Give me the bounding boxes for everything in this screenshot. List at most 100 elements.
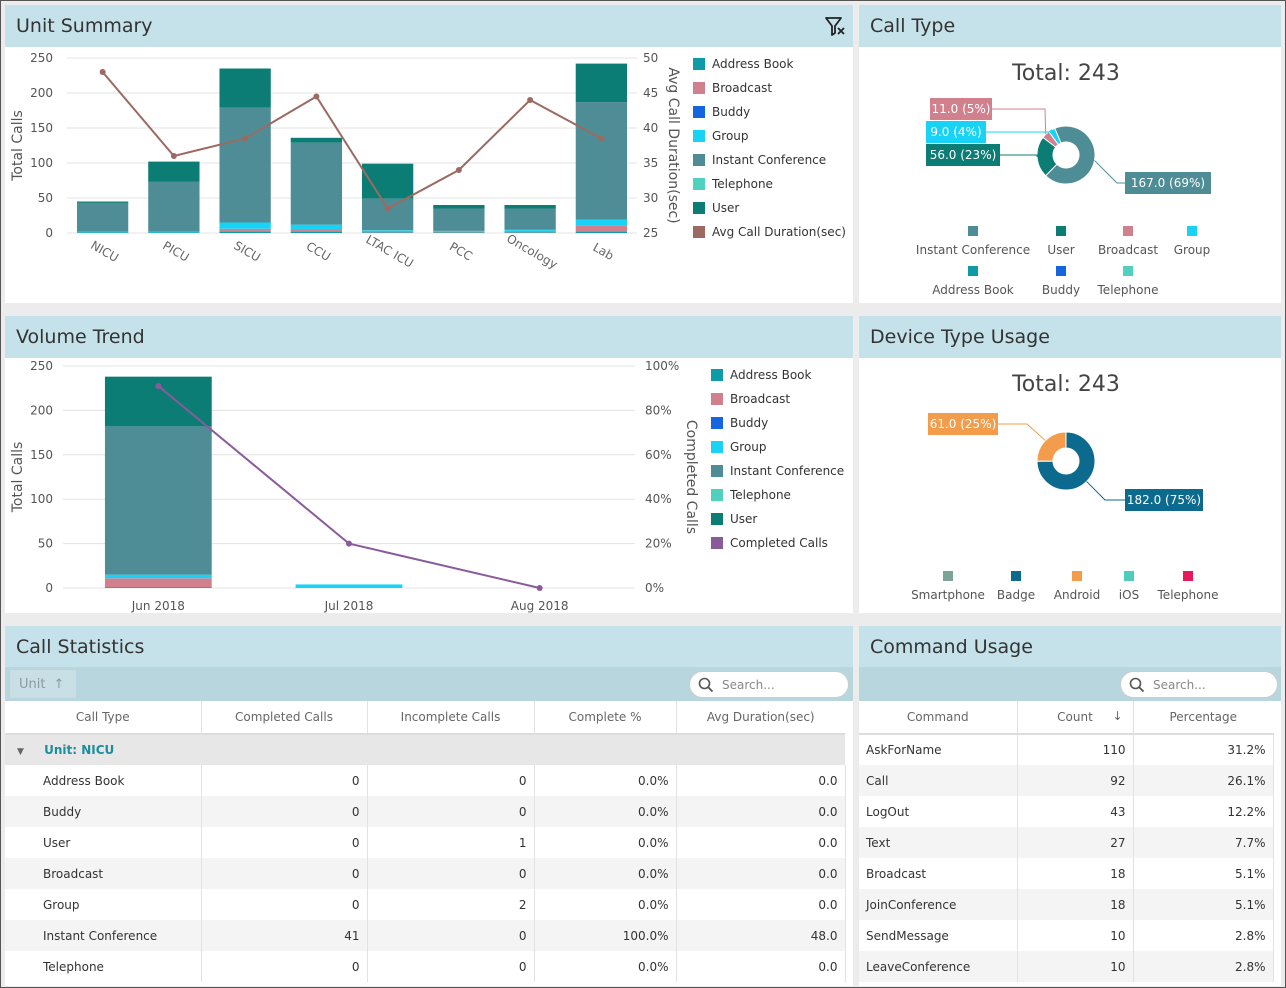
column-header[interactable]: Incomplete Calls [367,701,535,735]
bar-segment-address-book[interactable] [148,232,200,233]
line-point[interactable] [346,540,352,547]
line-point[interactable] [455,167,462,173]
bar-segment-group[interactable] [504,229,556,231]
bar-segment-instant-conference[interactable] [76,202,129,232]
line-point[interactable] [527,97,534,103]
bar-segment-group[interactable] [219,222,271,229]
bar-segment-instant-conference[interactable] [104,426,212,575]
legend-swatch[interactable] [1123,266,1133,276]
legend-label[interactable]: iOS [1119,588,1139,602]
legend-item[interactable]: Telephone [693,177,773,191]
bar-segment-broadcast[interactable] [504,230,556,233]
bar-segment-user[interactable] [433,205,485,209]
bar-segment-user[interactable] [148,161,200,182]
table-row[interactable]: Call 92 26.1% [859,765,1274,796]
line-point[interactable] [536,585,543,591]
legend-label[interactable]: Telephone [1157,588,1219,602]
legend-swatch[interactable] [1056,266,1066,276]
bar-segment-group[interactable] [148,231,200,233]
legend-swatch[interactable] [943,571,953,581]
table-row[interactable]: Telephone 0 0 0.0% 0.0 [5,951,846,982]
legend-swatch[interactable] [1124,571,1134,581]
legend-swatch[interactable] [1056,226,1066,236]
bar-segment-instant-conference[interactable] [361,198,414,231]
bar-segment-group[interactable] [290,224,343,230]
table-row[interactable]: Address Book 0 0 0.0% 0.0 [5,765,846,796]
legend-item[interactable]: Avg Call Duration(sec) [693,225,846,239]
column-header[interactable]: Call Type [5,701,202,735]
legend-label[interactable]: Android [1054,588,1100,602]
bar-segment-instant-conference[interactable] [148,181,200,232]
table-row[interactable]: JoinConference 18 5.1% [859,889,1274,920]
legend-item[interactable]: Completed Calls [711,536,828,550]
line-point[interactable] [170,153,177,159]
legend-item[interactable]: Broadcast [693,81,772,95]
bar-segment-address-book[interactable] [290,231,343,233]
legend-swatch[interactable] [968,226,978,236]
group-row[interactable]: ▼ Unit: NICU [5,734,845,765]
line-point[interactable] [155,382,162,389]
bar-segment-user[interactable] [76,201,129,203]
legend-label[interactable]: Address Book [932,283,1014,297]
legend-label[interactable]: Broadcast [1098,243,1158,257]
bar-segment-broadcast[interactable] [219,228,271,232]
command-usage-search[interactable] [1120,671,1278,698]
bar-segment-group[interactable] [76,231,129,233]
bar-segment-instant-conference[interactable] [433,208,485,231]
legend-item[interactable]: Instant Conference [711,464,844,478]
legend-swatch[interactable] [1183,571,1193,581]
legend-item[interactable]: Address Book [711,368,811,382]
column-header[interactable]: Percentage [1133,701,1273,735]
legend-item[interactable]: User [711,512,757,526]
bar-segment-user[interactable] [575,63,628,103]
legend-swatch[interactable] [968,266,978,276]
column-header[interactable]: Command [859,701,1018,735]
bar-segment-address-book[interactable] [504,232,556,233]
column-header[interactable]: Complete % [534,701,677,735]
legend-item[interactable]: Group [693,129,749,143]
bar-segment-address-book[interactable] [433,232,485,233]
table-row[interactable]: Instant Conference 41 0 100.0% 48.0 [5,920,846,951]
bar-segment-address-book[interactable] [575,231,628,233]
table-row[interactable]: User 0 1 0.0% 0.0 [5,827,846,858]
legend-swatch[interactable] [1187,226,1197,236]
legend-label[interactable]: User [1047,243,1074,257]
bar-segment-group[interactable] [104,574,212,579]
column-header[interactable]: Completed Calls [201,701,368,735]
bar-segment-address-book[interactable] [104,587,212,588]
bar-segment-instant-conference[interactable] [219,107,271,223]
legend-item[interactable]: User [693,201,739,215]
line-point[interactable] [598,135,605,142]
filter-clear-icon[interactable] [823,14,847,38]
table-row[interactable]: Broadcast 18 5.1% [859,858,1274,889]
line-point[interactable] [384,205,391,212]
table-row[interactable]: AskForName 110 31.2% [859,734,1274,765]
bar-segment-instant-conference[interactable] [504,208,556,230]
bar-segment-instant-conference[interactable] [290,142,343,225]
bar-segment-instant-conference[interactable] [575,102,628,220]
collapse-caret-icon[interactable]: ▼ [17,747,24,757]
table-row[interactable]: Buddy 0 0 0.0% 0.0 [5,796,846,827]
search-input[interactable] [1153,677,1263,692]
line-point[interactable] [242,135,249,142]
search-input[interactable] [722,677,832,692]
call-statistics-search[interactable] [689,671,849,698]
legend-label[interactable]: Group [1174,243,1211,257]
column-header[interactable]: Avg Duration(sec) [676,701,845,735]
table-row[interactable]: Broadcast 0 0 0.0% 0.0 [5,858,846,889]
legend-item[interactable]: Group [711,440,767,454]
group-by-unit-chip[interactable]: Unit ↑ [10,670,76,698]
column-header[interactable]: Count ↓ [1017,701,1134,735]
donut-slice-instant-conference[interactable] [1044,125,1096,185]
table-row[interactable]: SendMessage 10 2.8% [859,920,1274,951]
legend-swatch[interactable] [1011,571,1021,581]
bar-segment-broadcast[interactable] [361,230,414,233]
bar-segment-broadcast[interactable] [290,229,343,232]
legend-item[interactable]: Telephone [711,488,791,502]
table-row[interactable]: LogOut 43 12.2% [859,796,1274,827]
bar-segment-broadcast[interactable] [104,578,212,588]
legend-item[interactable]: Broadcast [711,392,790,406]
donut-slice-badge[interactable] [1036,431,1096,491]
donut-slice-android[interactable] [1036,431,1067,462]
legend-item[interactable]: Buddy [693,105,750,119]
